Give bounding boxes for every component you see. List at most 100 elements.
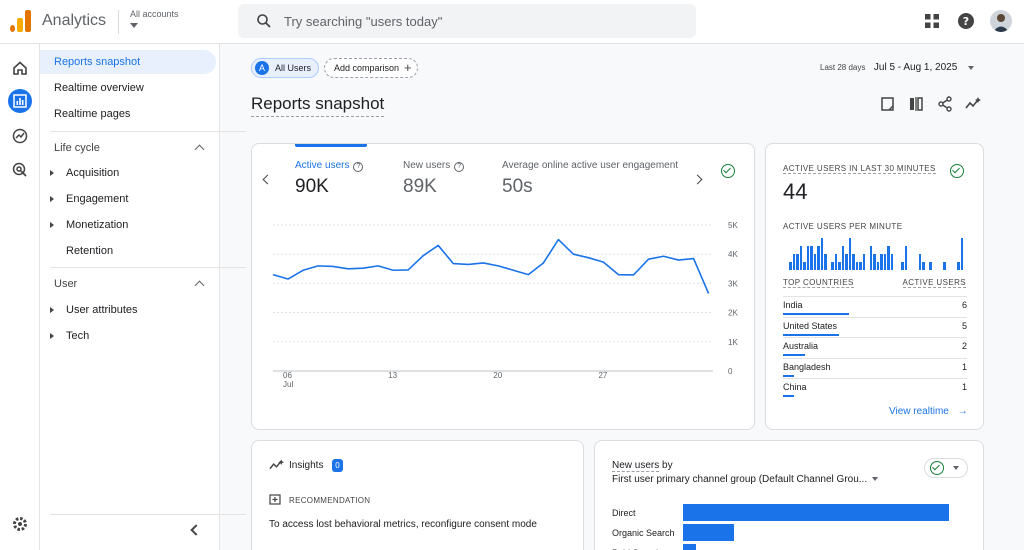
per-minute-bar[interactable] [796,254,799,270]
section-user[interactable]: User [54,278,78,290]
insights-icon[interactable] [965,96,981,112]
avatar[interactable] [990,10,1012,32]
per-minute-bar[interactable] [887,246,890,270]
per-minute-bar[interactable] [831,262,834,270]
dimension-selector[interactable]: First user primary channel group (Defaul… [612,474,879,485]
country-row[interactable]: United States 5 [783,321,967,341]
nav-item-realtime-overview[interactable]: Realtime overview [40,76,216,100]
nav-item-retention[interactable]: Retention [40,239,216,263]
per-minute-bar[interactable] [901,262,904,270]
per-minute-bar[interactable] [792,254,796,270]
country-row[interactable]: Bangladesh 1 [783,362,967,382]
per-minute-bar[interactable] [876,262,880,270]
divider [50,514,246,515]
recommendation-text[interactable]: To access lost behavioral metrics, recon… [269,519,537,530]
per-minute-bar[interactable] [806,246,810,270]
per-minute-bar[interactable] [880,254,883,270]
per-minute-bar[interactable] [922,262,925,270]
metric-label-active-users[interactable]: Active users? [295,160,364,172]
per-minute-bar[interactable] [862,254,866,270]
per-minute-bar[interactable] [890,254,894,270]
per-minute-bar[interactable] [820,238,824,270]
per-minute-bar[interactable] [789,262,792,270]
per-minute-bar[interactable] [869,246,873,270]
check-circle-icon[interactable] [721,164,735,178]
channel-bar[interactable] [683,504,949,521]
channel-bar[interactable] [683,524,734,541]
per-minute-bar[interactable] [929,262,932,270]
series-line-active-users[interactable] [272,238,710,294]
nav-item-reports-snapshot[interactable]: Reports snapshot [40,50,216,74]
nav-item-tech[interactable]: Tech [40,324,216,348]
per-minute-bar[interactable] [943,262,946,270]
per-minute-bar[interactable] [803,262,806,270]
share-icon[interactable] [937,96,953,112]
all-users-chip[interactable]: A All Users [251,58,319,78]
status-dropdown-button[interactable] [924,458,968,478]
per-minute-bar[interactable] [957,262,960,270]
compare-icon[interactable] [908,96,924,112]
section-life-cycle[interactable]: Life cycle [54,142,100,154]
search-input[interactable] [284,11,684,31]
arrow-right-icon: → [957,406,968,417]
help-icon[interactable]: ? [454,162,465,172]
per-minute-bar[interactable] [852,254,855,270]
metric-label-new-users[interactable]: New users? [403,160,465,172]
home-button[interactable] [8,56,32,80]
metric-label-engagement[interactable]: Average online active user engagement [502,160,679,171]
per-minute-bar[interactable] [873,254,876,270]
channel-bar[interactable] [683,544,697,550]
realtime-title[interactable]: ACTIVE USERS IN LAST 30 MINUTES [783,164,936,174]
nav-item-label: Tech [66,330,90,342]
search-bar[interactable] [238,4,696,38]
y-tick-label: 5K [728,221,738,230]
nav-item-realtime-pages[interactable]: Realtime pages [40,102,216,126]
per-minute-bar[interactable] [845,254,848,270]
per-minute-bar[interactable] [904,246,908,270]
chevron-down-icon [872,477,879,482]
help-icon[interactable]: ? [957,12,975,30]
account-selector[interactable]: All accounts [130,9,179,28]
reports-button[interactable] [8,89,32,113]
per-minute-bar[interactable] [799,246,803,270]
per-minute-bar[interactable] [824,254,827,270]
per-minute-bar[interactable] [883,254,887,270]
country-row[interactable]: Australia 2 [783,341,967,361]
per-minute-bar[interactable] [848,238,852,270]
nav-item-monetization[interactable]: Monetization [40,213,216,237]
per-minute-bar[interactable] [859,262,862,270]
chevron-up-icon[interactable] [194,144,205,155]
country-row[interactable]: India 6 [783,300,967,320]
view-realtime-link[interactable]: View realtime → [889,406,968,417]
realtime-value: 44 [783,179,808,204]
nav-item-user-attributes[interactable]: User attributes [40,298,216,322]
chevron-up-icon[interactable] [194,280,205,291]
explore-button[interactable] [8,124,32,148]
per-minute-bar[interactable] [834,254,838,270]
per-minute-bar[interactable] [810,246,813,270]
check-circle-icon[interactable] [950,164,964,178]
nav-item-acquisition[interactable]: Acquisition [40,161,216,185]
help-icon[interactable]: ? [353,162,364,172]
insights-count-badge: 0 [332,459,343,472]
edit-icon[interactable] [880,96,896,112]
nav-item-engagement[interactable]: Engagement [40,187,216,211]
per-minute-bar[interactable] [813,254,817,270]
add-comparison-button[interactable]: Add comparison + [324,58,418,78]
date-range-picker[interactable]: Last 28 days Jul 5 - Aug 1, 2025 [820,62,974,73]
divider [783,378,967,379]
analytics-logo-icon[interactable] [10,10,32,32]
per-minute-bar[interactable] [841,246,845,270]
new-users-link[interactable]: New users [612,460,660,472]
apps-grid-icon[interactable] [923,12,941,30]
per-minute-bar[interactable] [838,262,841,270]
nav-item-label: Monetization [66,219,129,231]
per-minute-bar[interactable] [960,238,964,270]
per-minute-bar[interactable] [817,246,820,270]
per-minute-bar[interactable] [918,254,922,270]
advertising-button[interactable] [8,158,32,182]
collapse-nav-icon[interactable] [190,524,202,536]
country-row[interactable]: China 1 [783,382,967,402]
per-minute-bar[interactable] [855,262,859,270]
settings-button[interactable] [8,512,32,536]
